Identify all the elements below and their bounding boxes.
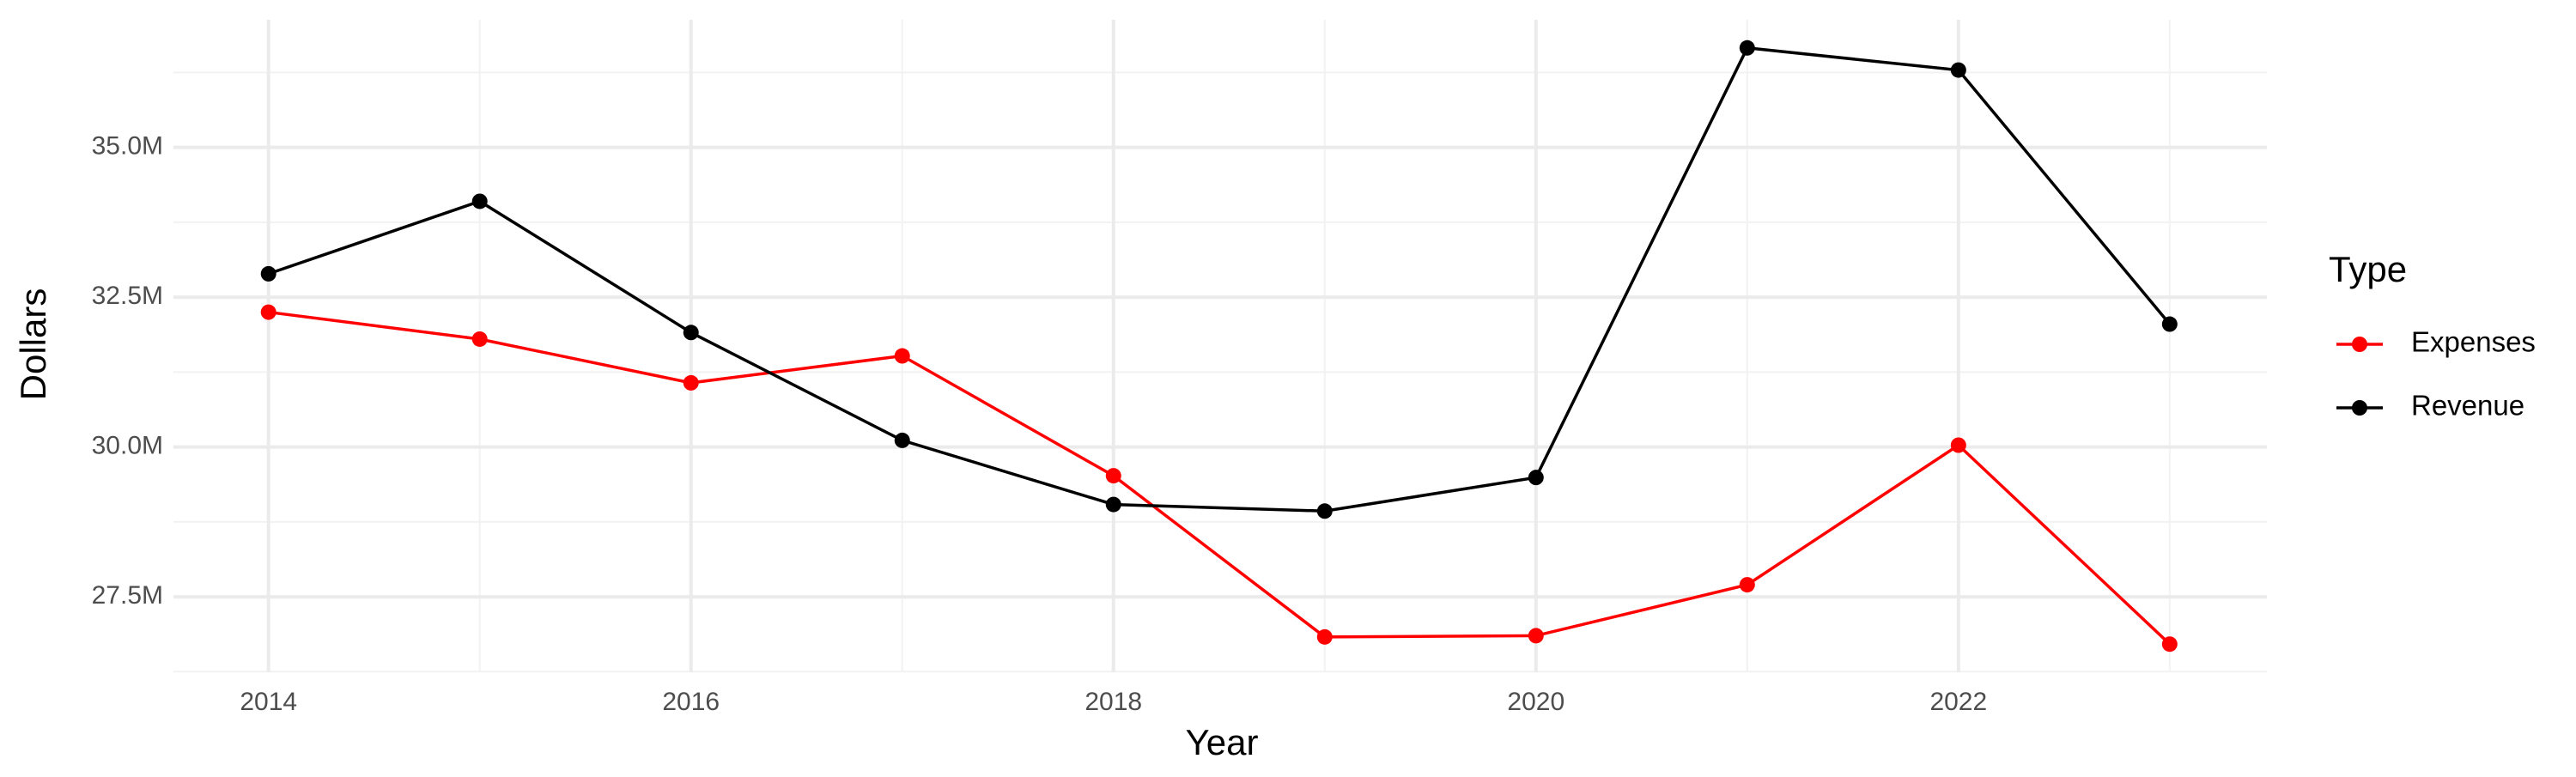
data-point (683, 325, 699, 341)
data-point (260, 304, 276, 320)
data-point (894, 348, 910, 364)
series-line (268, 310, 2172, 646)
x-tick-label: 2018 (1084, 688, 1142, 716)
data-point (1950, 62, 1966, 78)
y-tick-label: 30.0M (92, 432, 163, 460)
y-tick-label: 27.5M (92, 581, 163, 610)
data-point (1950, 437, 1966, 453)
data-point (1739, 577, 1755, 593)
data-point (1528, 628, 1544, 644)
data-point (1739, 39, 1755, 56)
legend-label: Revenue (2411, 390, 2524, 422)
data-point (683, 374, 699, 391)
data-point (2161, 636, 2178, 653)
legend-title: Type (2329, 249, 2407, 289)
y-tick-label: 32.5M (92, 282, 163, 310)
legend-swatch-point (2352, 400, 2367, 416)
data-point (1105, 468, 1121, 484)
data-point (1105, 496, 1121, 513)
data-point (1528, 470, 1544, 486)
x-tick-label: 2014 (240, 688, 297, 716)
data-point (1316, 628, 1333, 645)
data-point (2161, 316, 2178, 332)
data-point (894, 432, 910, 448)
legend-swatch-point (2352, 337, 2367, 352)
data-point (471, 331, 488, 347)
series-line (268, 46, 2172, 513)
x-axis-title: Year (1186, 722, 1259, 762)
y-axis-title: Dollars (13, 288, 53, 401)
data-point (471, 193, 488, 209)
data-point (1316, 503, 1333, 519)
x-tick-label: 2020 (1507, 688, 1564, 716)
legend-label: Expenses (2411, 326, 2536, 358)
x-tick-label: 2022 (1929, 688, 1987, 716)
data-point (260, 265, 276, 282)
y-tick-label: 35.0M (92, 132, 163, 161)
x-tick-label: 2016 (662, 688, 720, 716)
